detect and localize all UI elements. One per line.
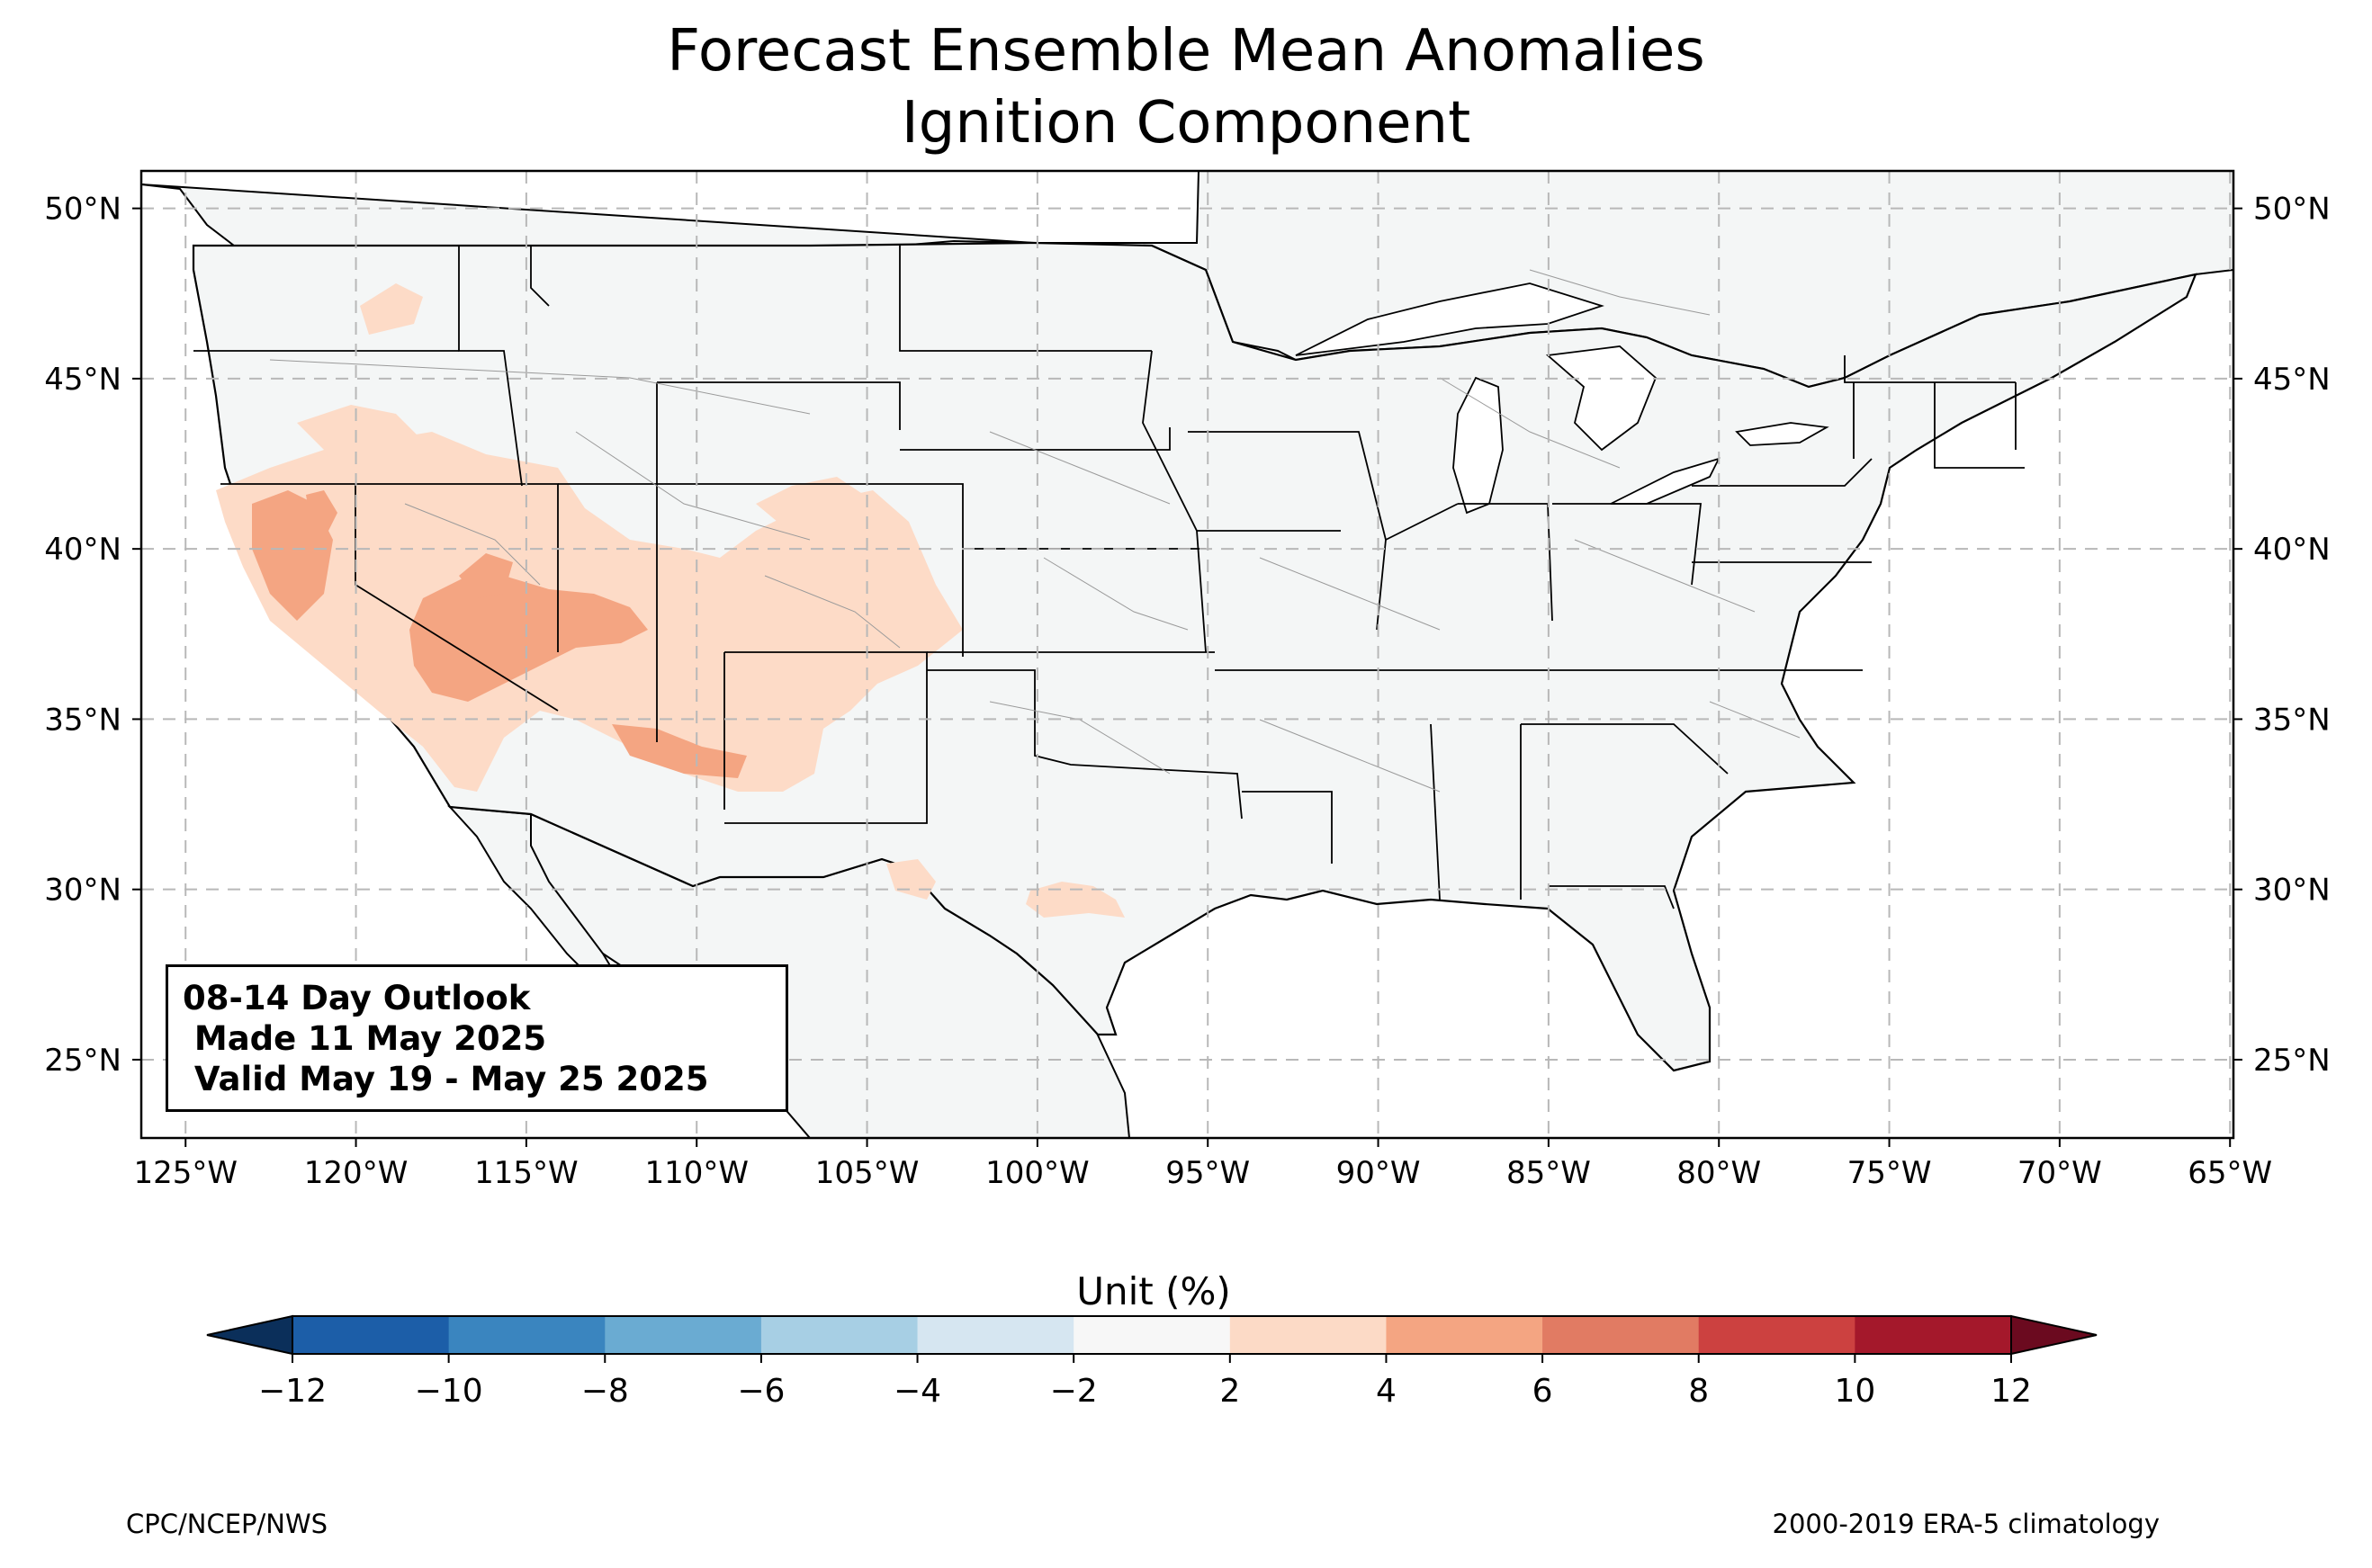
lat-tick-label: 25°N: [44, 1043, 121, 1079]
outlook-line1: 08-14 Day Outlook: [183, 979, 531, 1017]
anomaly-shading: [216, 283, 1125, 918]
map-frame: [139, 169, 2235, 1140]
lon-tick-label: 100°W: [985, 1155, 1090, 1191]
colorbar: −12 −10 −8 −6 −4 −2 2 4 6 8 10 12: [206, 1314, 2098, 1410]
lat-tick-label: 30°N: [44, 873, 121, 909]
colorbar-segment: [917, 1316, 1074, 1354]
anomaly-2-4-idaho: [297, 405, 423, 450]
lon-tick-label: 90°W: [1336, 1155, 1421, 1191]
footer-source: CPC/NCEP/NWS: [126, 1509, 328, 1539]
lat-tick-label: 40°N: [44, 532, 121, 568]
lon-tick-label: 75°W: [1847, 1155, 1932, 1191]
colorbar-tick-label: 6: [1532, 1373, 1553, 1410]
lat-tick-label: 25°N: [2253, 1043, 2331, 1079]
outlook-line2: Made 11 May 2025: [183, 1019, 547, 1058]
lon-tick-label: 85°W: [1506, 1155, 1591, 1191]
colorbar-segment: [1542, 1316, 1700, 1354]
lake-huron: [1545, 345, 1658, 452]
colorbar-segment: [1074, 1316, 1231, 1354]
figure-title-line2: Ignition Component: [901, 90, 1471, 157]
figure-title-line1: Forecast Ensemble Mean Anomalies: [667, 18, 1705, 85]
anomaly-2-4-texas: [1026, 882, 1125, 918]
colorbar-segment: [760, 1316, 919, 1354]
anomaly-2-4-oregon: [360, 283, 423, 335]
colorbar-segment: [448, 1316, 606, 1354]
colorbar-tick-label: −6: [737, 1373, 785, 1410]
latitude-labels-right: 25°N 30°N 35°N 40°N 45°N 50°N: [2233, 192, 2331, 1079]
colorbar-tick-label: −10: [415, 1373, 483, 1410]
colorbar-under-arrow: [206, 1314, 293, 1356]
lon-tick-label: 70°W: [2017, 1155, 2102, 1191]
lat-tick-label: 35°N: [2253, 702, 2331, 738]
lat-tick-label: 45°N: [2253, 362, 2331, 398]
lake-superior: [1295, 282, 1604, 356]
footer-climatology: 2000-2019 ERA-5 climatology: [1772, 1509, 2160, 1539]
colorbar-outline: [292, 1315, 2012, 1355]
colorbar-tick-label: 8: [1688, 1373, 1709, 1410]
lon-tick-label: 120°W: [304, 1155, 409, 1191]
colorbar-segment: [1229, 1316, 1387, 1354]
county-lines: [269, 269, 1801, 793]
longitude-labels: 125°W 120°W 115°W 110°W 105°W 100°W 95°W 90°W 85…: [133, 1138, 2272, 1191]
anomaly-2-4-colorado: [756, 477, 864, 526]
lat-tick-label: 35°N: [44, 702, 121, 738]
lon-tick-label: 125°W: [133, 1155, 238, 1191]
lat-tick-label: 45°N: [44, 362, 121, 398]
colorbar-segment: [605, 1316, 762, 1354]
anomaly-4-6-utah: [459, 553, 513, 598]
colorbar-segment: [1698, 1316, 1855, 1354]
lat-tick-label: 30°N: [2253, 873, 2331, 909]
lat-tick-label: 50°N: [44, 192, 121, 228]
lat-tick-label: 40°N: [2253, 532, 2331, 568]
conus-land: [192, 241, 2197, 1072]
colorbar-segment: [1855, 1316, 2012, 1354]
anomaly-4-6-arizona: [612, 724, 747, 778]
anomaly-4-6-sierra: [306, 490, 337, 540]
colorbar-tick-label: 2: [1219, 1373, 1240, 1410]
colorbar-tick-label: 10: [1834, 1373, 1875, 1410]
lon-tick-label: 110°W: [644, 1155, 749, 1191]
lon-tick-label: 65°W: [2188, 1155, 2272, 1191]
lake-michigan: [1452, 376, 1504, 515]
colorbar-label: Unit (%): [1076, 1269, 1231, 1313]
colorbar-segment: [1386, 1316, 1543, 1354]
latitude-labels-left: 25°N 30°N 35°N 40°N 45°N 50°N: [44, 192, 141, 1079]
lon-tick-label: 80°W: [1676, 1155, 1761, 1191]
lon-tick-label: 105°W: [815, 1155, 920, 1191]
colorbar-tick-label: −2: [1050, 1373, 1098, 1410]
colorbar-tick-label: 4: [1376, 1373, 1397, 1410]
outlook-line3: Valid May 19 - May 25 2025: [183, 1060, 709, 1098]
lake-ontario: [1735, 422, 1829, 446]
colorbar-tick-label: −8: [581, 1373, 629, 1410]
lon-tick-label: 115°W: [474, 1155, 579, 1191]
outlook-info-box: 08-14 Day Outlook Made 11 May 2025 Valid…: [166, 964, 788, 1112]
lat-tick-label: 50°N: [2253, 192, 2331, 228]
anomaly-4-6-nevada: [409, 576, 648, 702]
colorbar-segment: [292, 1316, 450, 1354]
colorbar-over-arrow: [2010, 1314, 2098, 1356]
colorbar-tick-label: −4: [894, 1373, 941, 1410]
lon-tick-label: 95°W: [1165, 1155, 1250, 1191]
colorbar-tick-label: −12: [258, 1373, 327, 1410]
colorbar-tick-label: 12: [1990, 1373, 2032, 1410]
